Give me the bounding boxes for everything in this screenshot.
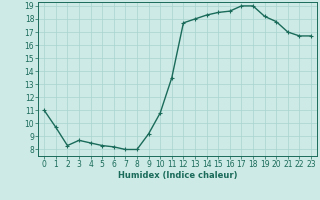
X-axis label: Humidex (Indice chaleur): Humidex (Indice chaleur) bbox=[118, 171, 237, 180]
